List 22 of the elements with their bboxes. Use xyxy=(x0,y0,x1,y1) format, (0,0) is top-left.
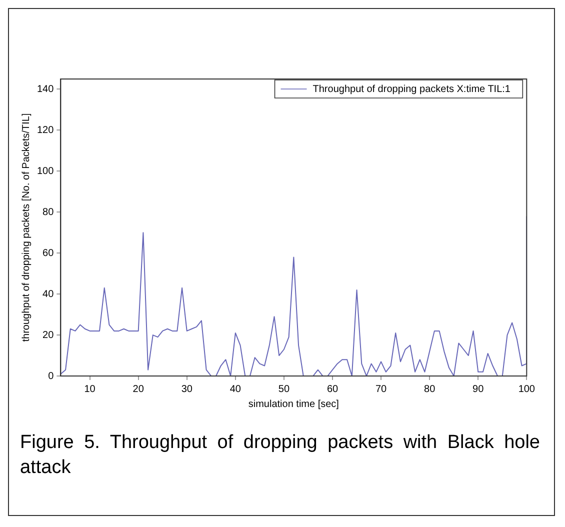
y-tick-label: 40 xyxy=(42,288,54,300)
y-tick-label: 60 xyxy=(42,248,54,259)
x-tick-label: 30 xyxy=(181,384,193,395)
y-tick-label: 140 xyxy=(36,84,54,95)
x-tick-label: 60 xyxy=(326,384,338,395)
x-tick-label: 20 xyxy=(132,384,144,395)
x-tick-label: 10 xyxy=(84,384,96,395)
x-axis-title: simulation time [sec] xyxy=(248,398,340,410)
y-tick-label: 20 xyxy=(42,330,54,341)
x-tick-label: 50 xyxy=(278,384,290,395)
x-tick-label: 100 xyxy=(518,384,536,395)
y-tick-label: 120 xyxy=(36,124,54,136)
x-tick-label: 90 xyxy=(472,384,484,395)
x-tick-label: 80 xyxy=(424,384,436,395)
legend-label: Throughput of dropping packets X:time TIL:1 xyxy=(312,84,511,95)
y-axis-title: throughput of dropping packets [No. of Packets/TIL] xyxy=(20,113,32,342)
y-tick-label: 100 xyxy=(36,166,54,177)
y-tick-label: 0 xyxy=(48,370,54,382)
x-tick-label: 70 xyxy=(375,384,388,395)
y-tick-label: 80 xyxy=(42,206,54,218)
caption: Figure 5. Throughput of dropping packets with Black hole attack xyxy=(20,431,540,480)
x-tick-label: 40 xyxy=(230,384,242,395)
